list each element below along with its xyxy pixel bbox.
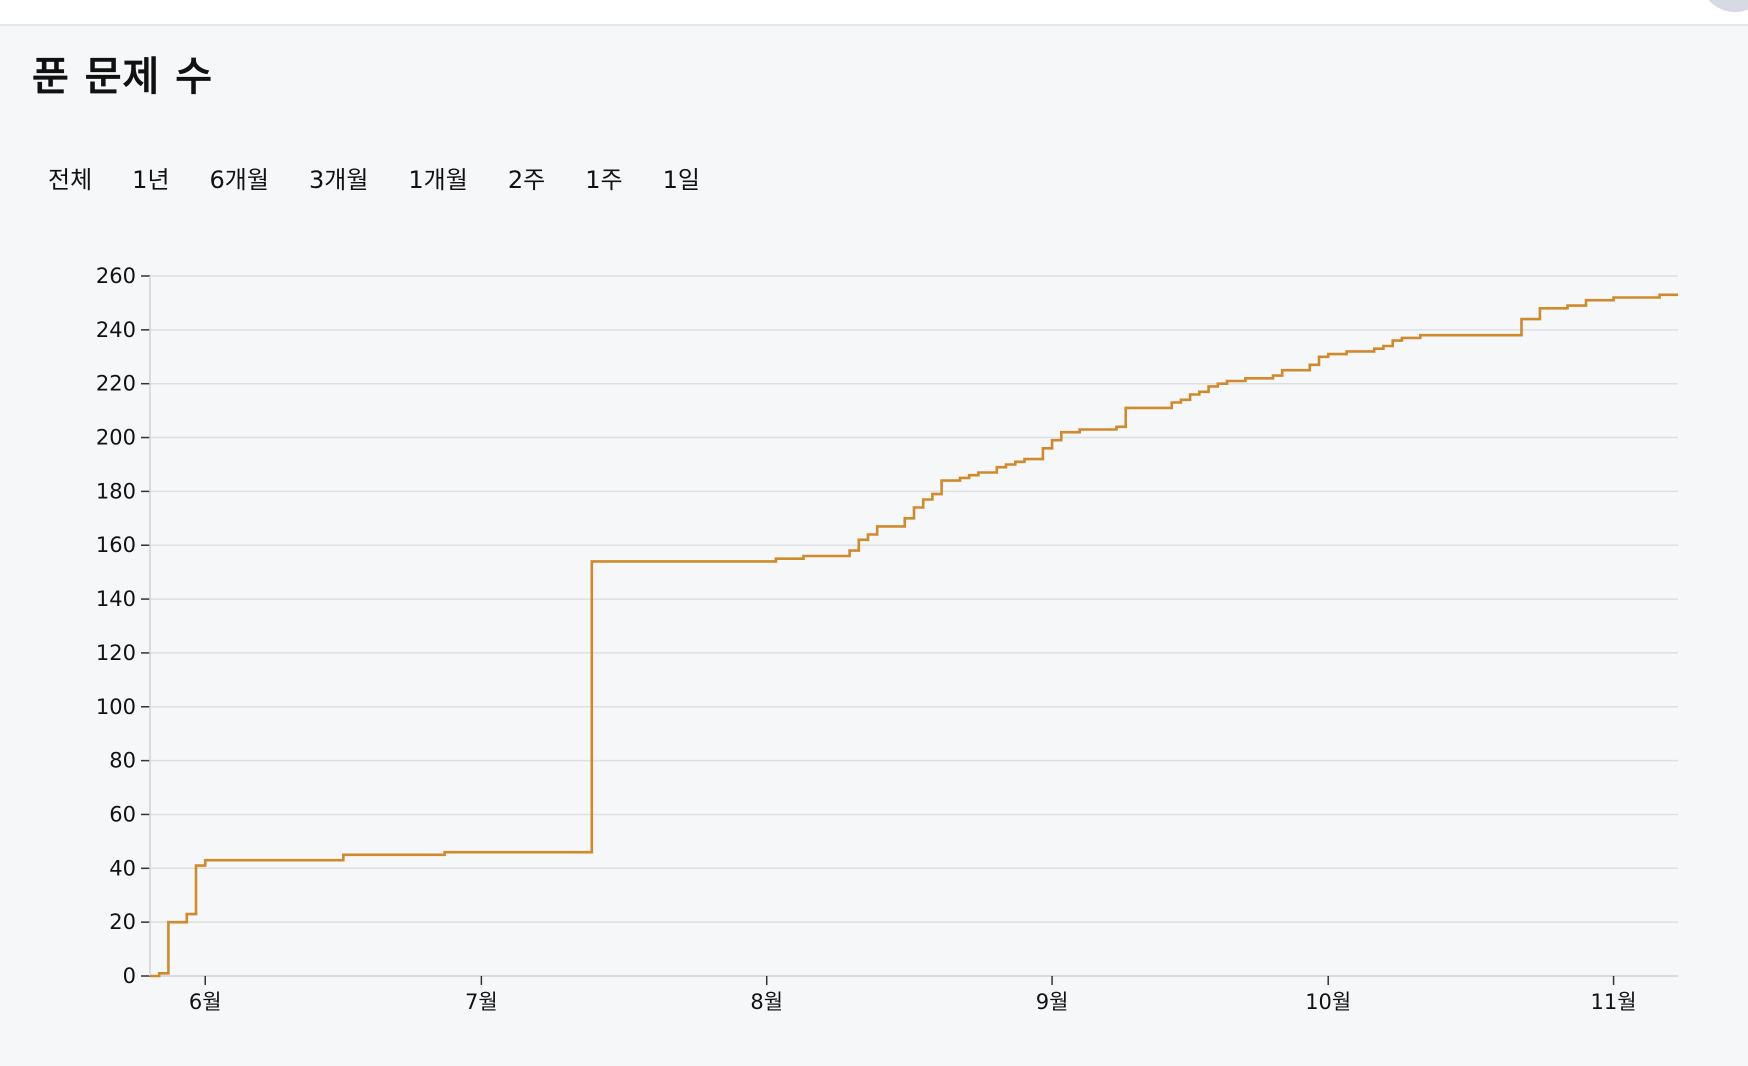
series-line [150, 293, 1678, 978]
page-title: 푼 문제 수 [32, 54, 214, 100]
y-tick-label: 120 [96, 641, 136, 665]
x-tick-label: 7월 [465, 990, 498, 1014]
solved-count-chart: 0 20 40 60 80 100 120 140 160 180 200 220 240 260 6월 7월… [96, 264, 1678, 1014]
range-button[interactable]: 전체 [48, 160, 92, 195]
y-tick-label: 220 [96, 372, 136, 396]
range-button[interactable]: 6개월 [210, 160, 269, 195]
y-tick-label: 240 [96, 318, 136, 342]
range-button[interactable]: 1일 [663, 160, 700, 195]
range-button[interactable]: 1주 [585, 160, 622, 195]
avatar[interactable] [1700, 0, 1748, 12]
x-tick-label: 8월 [750, 990, 783, 1014]
y-tick-label: 60 [109, 802, 136, 826]
range-button[interactable]: 3개월 [309, 160, 368, 195]
x-tick-label: 9월 [1036, 990, 1069, 1014]
y-tick-label: 180 [96, 479, 136, 503]
x-tick-label: 11월 [1591, 990, 1637, 1014]
range-selector: 전체 1년 6개월 3개월 1개월 2주 1주 1일 [48, 160, 740, 195]
y-tick-label: 260 [96, 264, 136, 288]
y-tick-label: 160 [96, 533, 136, 557]
y-tick-label: 40 [109, 856, 136, 880]
y-tick-label: 80 [109, 749, 136, 773]
x-tick-label: 6월 [189, 990, 222, 1014]
y-tick-label: 100 [96, 695, 136, 719]
solved-count-panel: 푼 문제 수 전체 1년 6개월 3개월 1개월 2주 1주 1일 0 20 40 60 80 100 1… [0, 26, 1748, 1066]
y-tick-label: 200 [96, 426, 136, 450]
range-button[interactable]: 1년 [132, 160, 169, 195]
y-tick-label: 140 [96, 587, 136, 611]
x-tick-label: 10월 [1305, 990, 1351, 1014]
y-tick-label: 20 [109, 910, 136, 934]
y-tick-label: 0 [123, 964, 136, 988]
top-bar [0, 0, 1748, 26]
range-button[interactable]: 1개월 [408, 160, 467, 195]
range-button[interactable]: 2주 [508, 160, 545, 195]
